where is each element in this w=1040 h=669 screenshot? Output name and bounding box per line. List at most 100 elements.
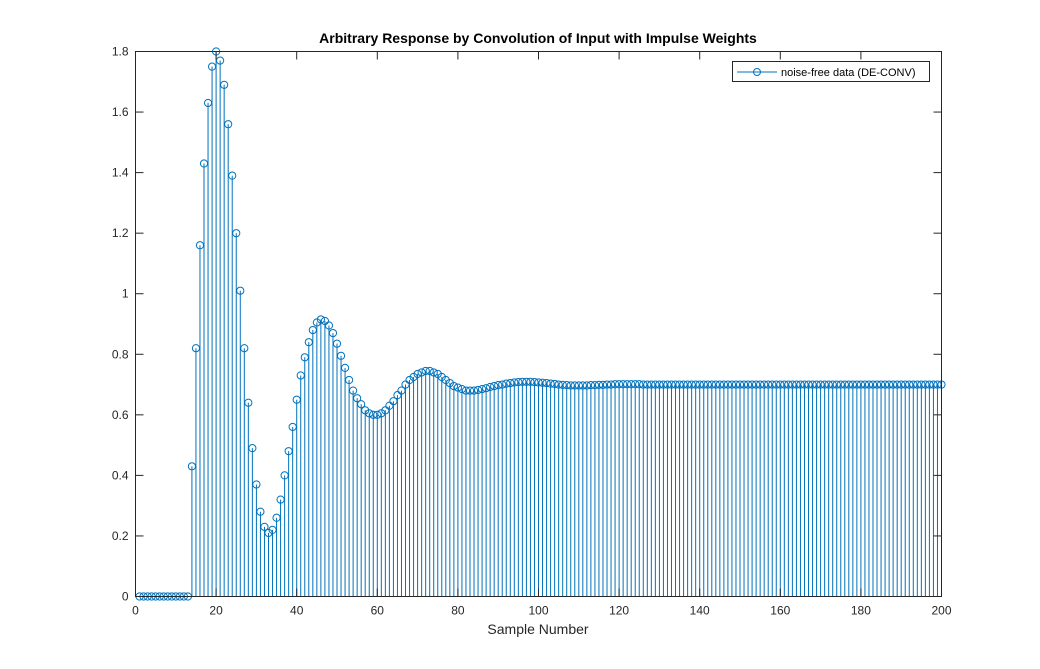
x-tick-label: 20 bbox=[209, 604, 223, 618]
stem-marker bbox=[570, 381, 579, 390]
stem-marker bbox=[655, 380, 664, 389]
stem-marker bbox=[868, 380, 878, 389]
stem-marker bbox=[373, 410, 382, 419]
stem-marker bbox=[905, 380, 914, 389]
stem-marker bbox=[594, 380, 604, 389]
stem-marker bbox=[340, 363, 350, 373]
x-tick-label: 160 bbox=[770, 604, 790, 618]
stem-marker bbox=[768, 380, 777, 389]
stem-marker bbox=[752, 380, 761, 389]
stem-marker bbox=[558, 380, 567, 389]
stem-marker bbox=[872, 380, 882, 389]
stem-marker bbox=[336, 351, 346, 360]
stem-marker bbox=[510, 378, 519, 387]
stem-marker bbox=[429, 368, 438, 377]
stem-marker bbox=[885, 380, 894, 389]
stem-marker bbox=[207, 62, 217, 71]
stem-marker bbox=[590, 381, 600, 390]
stem-marker bbox=[320, 316, 330, 326]
stem-marker bbox=[659, 380, 668, 389]
stem-marker bbox=[256, 507, 265, 516]
stem-marker bbox=[723, 380, 733, 389]
stem-marker bbox=[365, 409, 374, 418]
stem-marker bbox=[413, 369, 422, 379]
stem-marker bbox=[578, 381, 587, 390]
stem-marker bbox=[292, 395, 301, 404]
stem-marker bbox=[635, 380, 644, 389]
stem-marker bbox=[631, 380, 640, 389]
stem-marker bbox=[514, 378, 523, 387]
stem-marker bbox=[828, 380, 837, 389]
stem-marker bbox=[796, 380, 805, 389]
stem-marker bbox=[244, 398, 253, 407]
stem-marker bbox=[296, 371, 305, 380]
stem-marker bbox=[276, 495, 285, 504]
y-tick-label: 1.4 bbox=[112, 166, 129, 180]
stem-marker bbox=[667, 380, 676, 389]
stem-marker bbox=[248, 444, 257, 453]
x-tick-label: 180 bbox=[851, 604, 871, 618]
stem-marker bbox=[562, 381, 571, 390]
stem-marker bbox=[917, 380, 926, 389]
stem-marker bbox=[268, 525, 277, 534]
stem-marker bbox=[764, 380, 773, 389]
stem-marker bbox=[316, 315, 325, 324]
y-axis-ticks: 0 0.2 0.4 0.6 0.8 1 1.2 1.4 1.6 1.8 bbox=[112, 45, 942, 604]
stem-marker bbox=[707, 380, 716, 389]
stem-marker bbox=[808, 380, 817, 389]
stem-marker bbox=[203, 98, 213, 108]
stem-marker bbox=[627, 380, 636, 389]
y-tick-label: 0.6 bbox=[112, 408, 129, 422]
x-tick-label: 100 bbox=[528, 604, 548, 618]
stem-marker bbox=[901, 380, 910, 389]
stem-marker bbox=[679, 380, 688, 389]
y-tick-label: 1.2 bbox=[112, 226, 129, 240]
stem-marker bbox=[856, 380, 866, 389]
stem-marker bbox=[461, 386, 471, 395]
stem-marker bbox=[498, 380, 507, 389]
stem-marker bbox=[598, 380, 608, 389]
y-tick-label: 1.8 bbox=[112, 45, 129, 59]
stem-marker bbox=[344, 375, 354, 385]
stem-marker bbox=[639, 380, 648, 389]
legend: noise-free data (DE-CONV) bbox=[732, 61, 930, 82]
legend-box bbox=[732, 61, 930, 82]
stem-marker bbox=[324, 321, 334, 330]
stem-marker bbox=[272, 513, 281, 522]
stem-marker bbox=[921, 380, 930, 389]
stem-marker bbox=[727, 380, 737, 389]
stem-marker bbox=[469, 386, 479, 395]
stem-marker bbox=[760, 380, 769, 389]
stem-marker bbox=[913, 380, 922, 389]
stem-marker bbox=[784, 380, 793, 389]
stem-marker bbox=[739, 380, 749, 389]
stem-marker bbox=[332, 339, 342, 348]
y-tick-label: 0.4 bbox=[112, 468, 129, 482]
stem-marker bbox=[756, 380, 765, 389]
stem-marker bbox=[663, 380, 672, 389]
stem-marker bbox=[929, 380, 938, 389]
stem-marker bbox=[582, 381, 591, 390]
stem-marker bbox=[236, 286, 245, 295]
stem-marker bbox=[675, 380, 684, 389]
stem-marker bbox=[897, 380, 906, 389]
stem-marker bbox=[465, 386, 475, 395]
stem-marker bbox=[349, 386, 358, 395]
stem-marker bbox=[381, 406, 390, 415]
stem-marker bbox=[602, 380, 612, 389]
stem-marker bbox=[925, 380, 934, 389]
marker-series bbox=[135, 47, 946, 601]
stem-marker bbox=[280, 471, 289, 480]
stem-marker bbox=[687, 380, 696, 389]
stem-marker bbox=[393, 391, 402, 400]
stem-marker bbox=[401, 380, 410, 389]
stem-marker bbox=[848, 380, 857, 389]
stem-marker bbox=[747, 380, 757, 389]
stem-marker bbox=[187, 462, 197, 471]
stem-marker bbox=[522, 377, 531, 386]
stem-marker bbox=[804, 380, 813, 389]
legend-marker-icon bbox=[753, 68, 761, 76]
stem-marker bbox=[615, 380, 624, 389]
stem-marker bbox=[232, 229, 241, 238]
